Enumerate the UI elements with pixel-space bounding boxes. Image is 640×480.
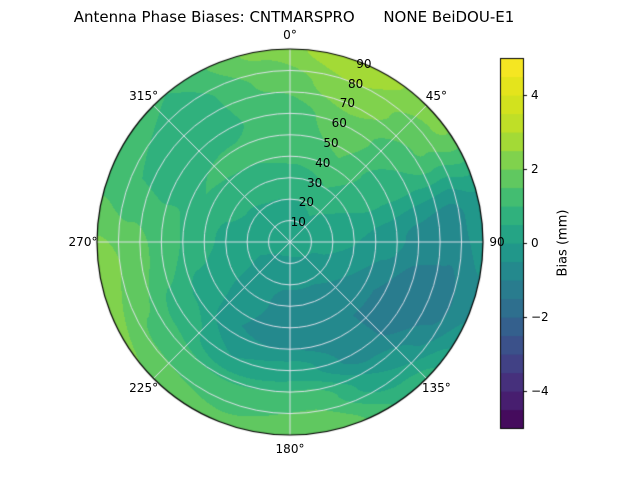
colorbar [497, 55, 533, 433]
r-tick-label: 10 [290, 215, 306, 230]
r-tick-label: 30 [306, 175, 323, 190]
r-tick-label: 20 [298, 195, 315, 210]
colorbar-tick-label: 2 [531, 162, 539, 176]
colorbar-tick-label: −4 [531, 384, 549, 398]
colorbar-tick-label: −2 [531, 310, 549, 324]
r-tick-label: 90 [356, 56, 372, 71]
colorbar-axis-label: Bias (mm) [555, 209, 571, 277]
theta-tick-label: 180° [275, 442, 305, 456]
r-tick-label: 50 [323, 135, 339, 150]
r-tick-label: 60 [331, 116, 347, 131]
theta-tick-label: 45° [425, 88, 447, 103]
theta-tick-label: 135° [421, 381, 451, 396]
r-tick-label: 70 [339, 96, 356, 111]
r-tick-label: 40 [315, 155, 331, 170]
theta-tick-label: 270° [68, 235, 98, 249]
r-tick-label: 80 [348, 76, 364, 91]
theta-tick-label: 0° [283, 28, 297, 42]
theta-tick-label: 90 [489, 235, 505, 249]
theta-tick-label: 225° [129, 381, 159, 396]
colorbar-tick-label: 0 [531, 236, 539, 250]
colorbar-tick-label: 4 [531, 88, 539, 102]
theta-tick-label: 315° [129, 88, 159, 103]
